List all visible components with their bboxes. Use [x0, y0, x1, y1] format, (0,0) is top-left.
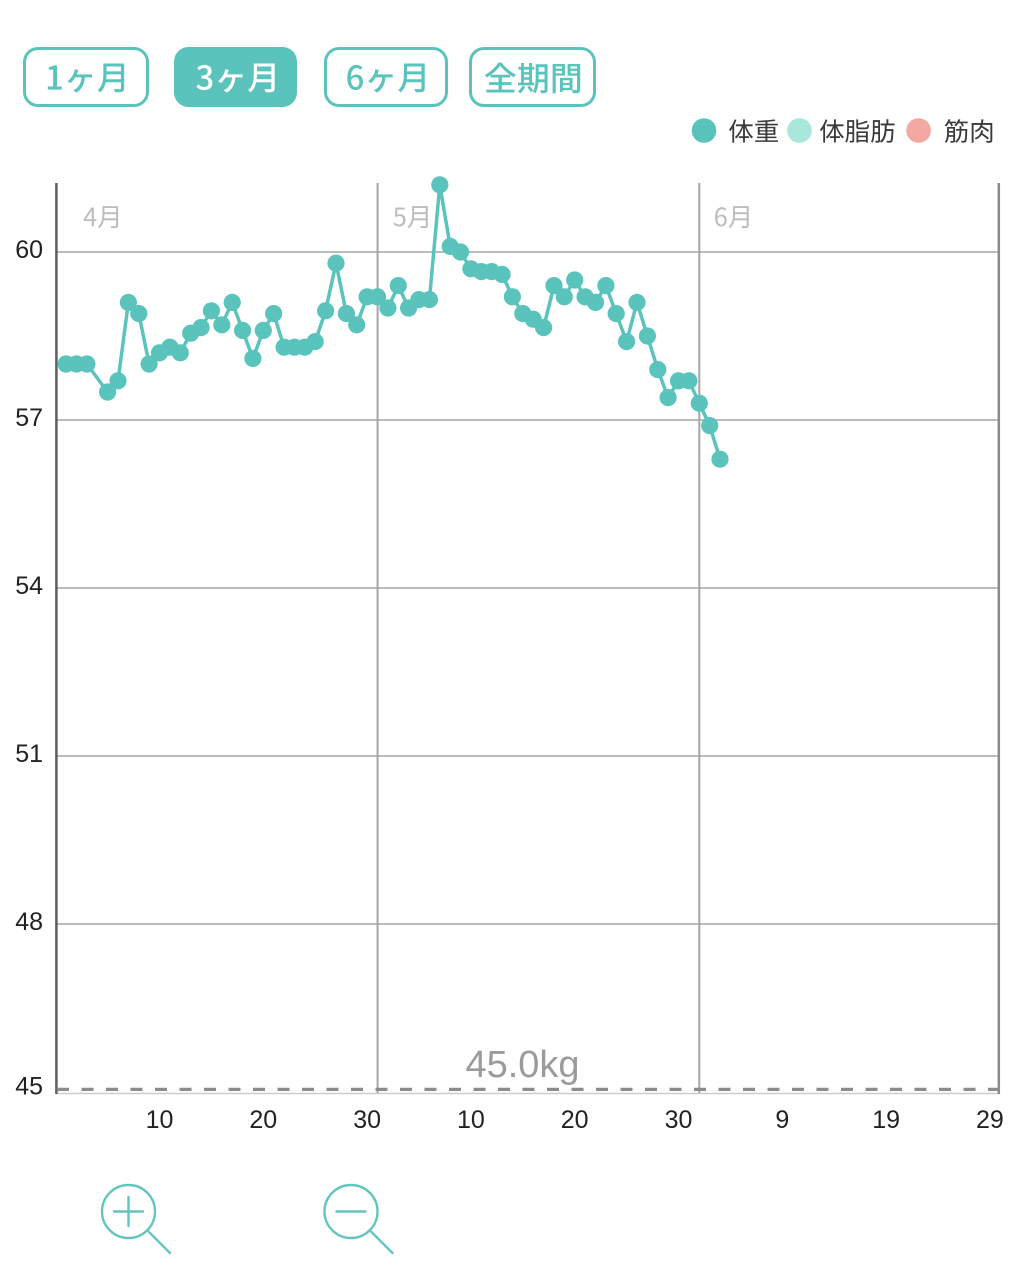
svg-text:10: 10 — [146, 1106, 174, 1134]
svg-text:45: 45 — [15, 1073, 43, 1101]
svg-text:30: 30 — [353, 1106, 381, 1134]
svg-text:20: 20 — [249, 1106, 277, 1134]
svg-text:20: 20 — [561, 1106, 589, 1134]
svg-text:10: 10 — [457, 1106, 485, 1134]
svg-text:60: 60 — [15, 236, 43, 264]
svg-text:30: 30 — [665, 1106, 693, 1134]
svg-text:54: 54 — [15, 572, 43, 600]
svg-text:48: 48 — [15, 908, 43, 936]
svg-text:9: 9 — [775, 1106, 789, 1134]
svg-text:45.0kg: 45.0kg — [465, 1044, 579, 1086]
svg-text:29: 29 — [976, 1106, 1004, 1134]
svg-text:51: 51 — [15, 740, 43, 768]
svg-text:19: 19 — [872, 1106, 900, 1134]
svg-text:57: 57 — [15, 404, 43, 432]
